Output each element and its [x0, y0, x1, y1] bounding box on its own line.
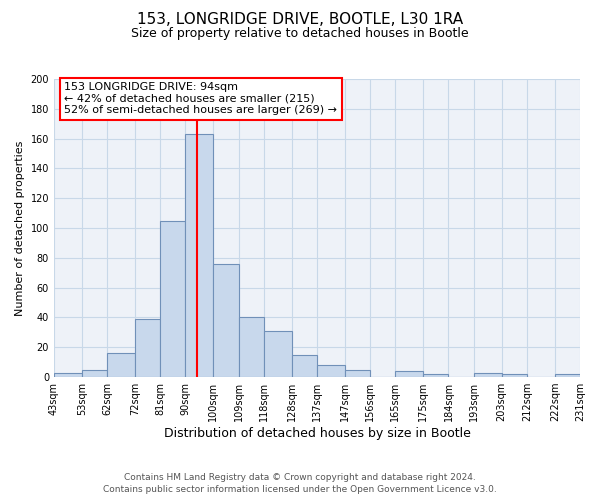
Bar — [160, 220, 185, 377]
Bar — [473, 372, 502, 377]
Text: 153 LONGRIDGE DRIVE: 94sqm
← 42% of detached houses are smaller (215)
52% of sem: 153 LONGRIDGE DRIVE: 94sqm ← 42% of deta… — [64, 82, 337, 115]
Bar — [54, 372, 82, 377]
Bar — [292, 354, 317, 377]
Text: Contains public sector information licensed under the Open Government Licence v3: Contains public sector information licen… — [103, 485, 497, 494]
Bar — [502, 374, 527, 377]
Y-axis label: Number of detached properties: Number of detached properties — [15, 140, 25, 316]
Text: Contains HM Land Registry data © Crown copyright and database right 2024.: Contains HM Land Registry data © Crown c… — [124, 472, 476, 482]
Bar — [239, 318, 264, 377]
Text: Size of property relative to detached houses in Bootle: Size of property relative to detached ho… — [131, 28, 469, 40]
Bar — [555, 374, 580, 377]
Bar — [214, 264, 239, 377]
Bar — [345, 370, 370, 377]
Bar — [82, 370, 107, 377]
Bar — [135, 319, 160, 377]
X-axis label: Distribution of detached houses by size in Bootle: Distribution of detached houses by size … — [164, 427, 470, 440]
Bar — [317, 365, 345, 377]
Bar — [264, 331, 292, 377]
Bar — [185, 134, 214, 377]
Bar — [423, 374, 448, 377]
Text: 153, LONGRIDGE DRIVE, BOOTLE, L30 1RA: 153, LONGRIDGE DRIVE, BOOTLE, L30 1RA — [137, 12, 463, 28]
Bar — [107, 353, 135, 377]
Bar — [395, 371, 423, 377]
